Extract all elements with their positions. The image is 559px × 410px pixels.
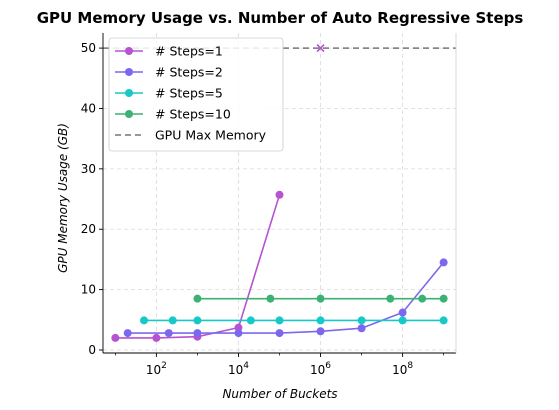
legend-label: # Steps=10: [155, 107, 231, 122]
data-point: [275, 190, 284, 199]
data-point: [439, 316, 448, 325]
legend-entry: # Steps=10: [115, 107, 231, 122]
y-tick-label: 0: [88, 343, 96, 357]
data-point: [316, 327, 325, 336]
data-point: [386, 294, 395, 303]
series-3: [140, 316, 448, 325]
data-point: [398, 316, 407, 325]
data-point: [140, 316, 149, 325]
data-point: [111, 333, 120, 342]
oom-marker: [316, 44, 325, 53]
legend-box: [108, 37, 284, 152]
x-axis-label: Number of Buckets: [222, 387, 337, 401]
legend-marker: [125, 47, 133, 55]
legend-marker: [125, 110, 133, 118]
chart-title: GPU Memory Usage vs. Number of Auto Regr…: [37, 9, 524, 27]
data-point: [439, 294, 448, 303]
data-point: [357, 324, 366, 333]
data-point: [168, 316, 177, 325]
series-4: [193, 294, 448, 303]
legend-entry: # Steps=2: [115, 65, 223, 80]
legend-entry: # Steps=1: [115, 44, 223, 59]
legend-entry: # Steps=5: [115, 86, 223, 101]
data-point: [123, 329, 132, 338]
ticks: 0 10 20 30 40 50 102 104 106 108: [81, 41, 444, 377]
data-point: [152, 333, 161, 342]
data-point: [266, 294, 275, 303]
data-point: [398, 308, 407, 317]
y-axis-label: GPU Memory Usage (GB): [56, 123, 70, 273]
y-tick-label: 10: [81, 283, 96, 297]
y-tick-label: 40: [81, 101, 96, 115]
legend-label: # Steps=5: [155, 86, 223, 101]
legend-entry: GPU Max Memory: [115, 128, 267, 143]
data-point: [164, 329, 173, 338]
data-point: [357, 316, 366, 325]
data-point: [418, 294, 427, 303]
series-layer: [103, 44, 456, 342]
x-tick-label: 104: [228, 361, 249, 377]
data-point: [316, 316, 325, 325]
legend-marker: [125, 68, 133, 76]
data-point: [234, 329, 243, 338]
data-point: [439, 258, 448, 267]
legend: # Steps=1 # Steps=2 # Steps=5 # Steps=10 GPU…: [108, 37, 284, 152]
x-tick-label: 106: [310, 361, 331, 377]
data-point: [193, 294, 202, 303]
data-point: [193, 329, 202, 338]
series-2: [123, 258, 448, 338]
oom-marker-stroke: [316, 44, 325, 53]
x-tick-label: 102: [146, 361, 167, 377]
legend-label: GPU Max Memory: [155, 128, 267, 143]
data-point: [275, 316, 284, 325]
legend-label: # Steps=1: [155, 44, 223, 59]
y-tick-label: 30: [81, 162, 96, 176]
legend-label: # Steps=2: [155, 65, 223, 80]
data-point: [193, 316, 202, 325]
x-tick-label: 108: [392, 361, 413, 377]
data-point: [246, 316, 255, 325]
data-point: [275, 329, 284, 338]
y-tick-label: 20: [81, 222, 96, 236]
legend-marker: [125, 89, 133, 97]
y-tick-label: 50: [81, 41, 96, 55]
data-point: [316, 294, 325, 303]
